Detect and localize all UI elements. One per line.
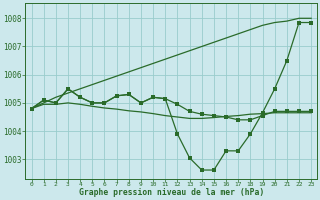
X-axis label: Graphe pression niveau de la mer (hPa): Graphe pression niveau de la mer (hPa): [79, 188, 264, 197]
